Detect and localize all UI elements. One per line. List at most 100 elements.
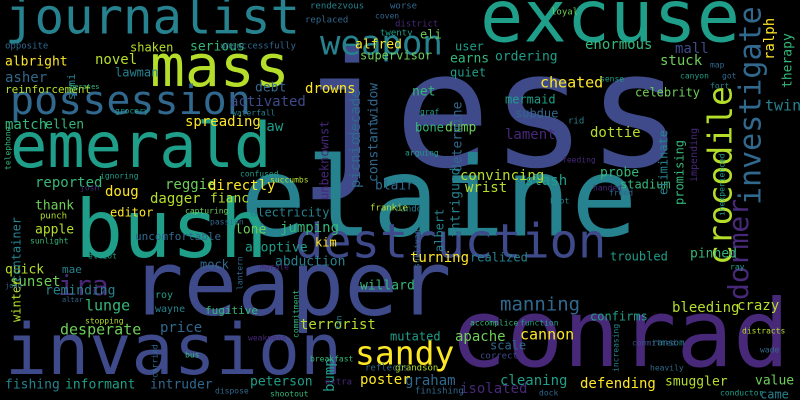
word: informant xyxy=(65,378,135,393)
word: dormer xyxy=(722,199,755,300)
word: unsuccessfully xyxy=(220,42,296,52)
word: inexperienced xyxy=(718,153,727,216)
word: dock xyxy=(539,389,558,398)
word: came xyxy=(760,388,789,400)
word: therapy xyxy=(781,33,796,88)
word: eli xyxy=(420,28,442,42)
word: troubled xyxy=(610,250,668,264)
word: shootout xyxy=(270,390,309,399)
word: subdue xyxy=(515,107,558,121)
word: elaine xyxy=(240,133,637,261)
word: reggie xyxy=(165,177,216,193)
word: poster xyxy=(360,372,411,388)
word: journalist xyxy=(5,0,300,46)
word: value xyxy=(755,374,794,389)
word: freed xyxy=(609,189,633,198)
word: reported xyxy=(35,175,102,191)
word: function xyxy=(520,319,559,328)
word: ralph xyxy=(762,18,778,60)
word: ordering xyxy=(495,50,558,65)
word: willard xyxy=(360,279,415,294)
word: cheated xyxy=(540,74,603,92)
word: rid xyxy=(568,117,584,127)
word: succumbs xyxy=(270,176,309,185)
word: user xyxy=(455,40,484,54)
word: earns xyxy=(450,52,489,67)
word: fort xyxy=(710,82,729,91)
word: quick xyxy=(5,263,44,278)
word: excuse xyxy=(480,0,740,59)
word: sandy xyxy=(355,334,454,373)
word: peterson xyxy=(250,375,313,390)
word: grandson xyxy=(395,364,438,374)
word: constant xyxy=(367,119,382,182)
word: investigate xyxy=(734,6,769,205)
word: crocodile xyxy=(701,86,740,265)
word: roy xyxy=(155,290,173,301)
word: drowns xyxy=(305,81,356,97)
word: confused xyxy=(240,170,279,179)
word: albright xyxy=(5,55,68,70)
word: sense xyxy=(600,75,624,84)
word: price xyxy=(160,320,202,336)
word: promising xyxy=(673,140,687,205)
word: thank xyxy=(35,199,74,214)
word: confirms xyxy=(590,310,648,324)
word: grocery xyxy=(115,107,149,116)
word: weapon xyxy=(320,24,443,64)
word: activated xyxy=(230,94,306,110)
word: scale xyxy=(490,339,526,353)
word: realized xyxy=(470,251,528,265)
word: boot xyxy=(550,197,569,206)
word: jess xyxy=(298,17,683,204)
word: rendezvous xyxy=(310,2,364,12)
word: turning xyxy=(410,250,469,266)
word: elliot xyxy=(88,252,117,261)
word: eliminate xyxy=(657,130,671,195)
word: breakfast xyxy=(310,355,354,364)
word: bush xyxy=(75,183,268,276)
word: emerald xyxy=(10,109,271,182)
word: bus xyxy=(185,351,200,360)
word: electricity xyxy=(250,206,329,220)
word: bleeding xyxy=(672,300,739,316)
word: apple xyxy=(35,223,74,238)
word: finishing xyxy=(415,387,464,397)
word: district xyxy=(395,20,438,30)
word: terrorist xyxy=(300,317,376,333)
word: mass xyxy=(150,32,290,100)
word: serious xyxy=(190,40,245,55)
word: passion xyxy=(210,218,244,227)
word: ignoring xyxy=(100,172,139,181)
word: morale xyxy=(260,263,289,272)
word: lunge xyxy=(85,297,130,315)
word: fishing xyxy=(5,378,60,393)
word: cleaning xyxy=(500,373,567,389)
word: ira xyxy=(58,269,109,302)
word: lone xyxy=(235,223,266,238)
word: conrad xyxy=(450,280,790,389)
word: ransom xyxy=(652,339,685,349)
word: lament xyxy=(505,127,556,143)
word: sunset xyxy=(10,274,61,290)
word: dagger xyxy=(150,191,201,207)
word: waterfall xyxy=(232,109,276,118)
word: uncomfortable xyxy=(135,230,221,243)
word: mutated xyxy=(390,330,441,344)
word: kim xyxy=(315,236,337,250)
word: adoptive xyxy=(245,241,308,256)
word: capturing xyxy=(185,207,229,216)
word: got xyxy=(722,72,737,81)
word: distracts xyxy=(742,327,786,336)
word: widow xyxy=(367,83,382,122)
word: smuggler xyxy=(665,375,728,390)
word: sullivan xyxy=(413,229,422,268)
word: unbeknownst xyxy=(318,121,332,200)
word: increasing xyxy=(612,324,621,372)
word: reminding xyxy=(45,284,115,299)
word: ellen xyxy=(45,118,84,133)
word: debt xyxy=(255,81,286,96)
word: destruction xyxy=(295,215,606,270)
